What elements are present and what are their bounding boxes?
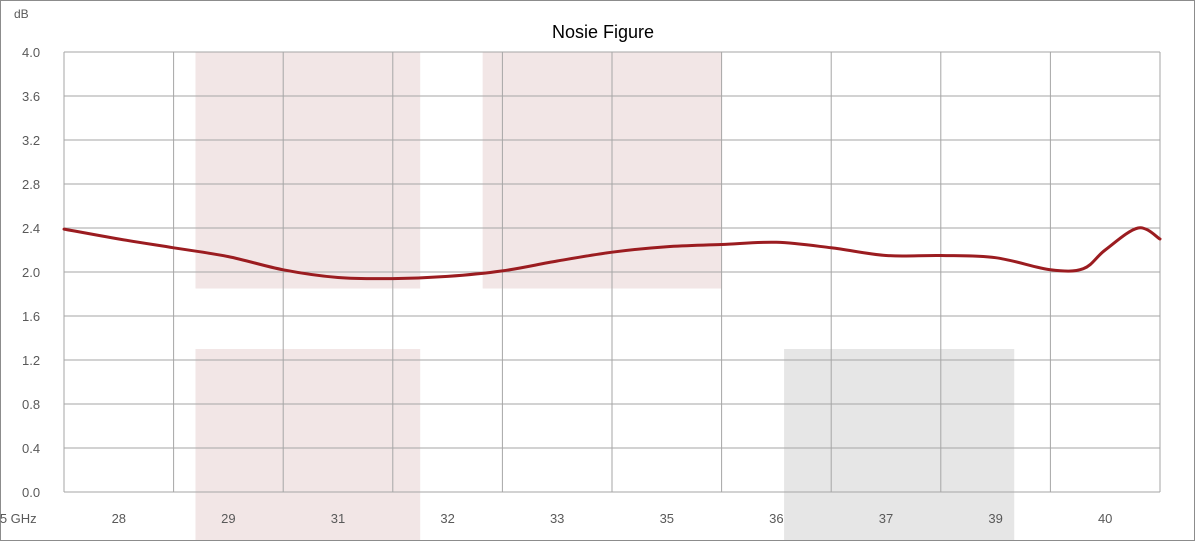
y-tick-label-0: 0.0 <box>22 485 40 500</box>
shaded-band-2 <box>482 52 722 289</box>
x-tick-label-5: 33 <box>550 511 564 526</box>
x-tick-label-2: 29 <box>221 511 235 526</box>
x-tick-label-3: 31 <box>331 511 345 526</box>
y-tick-label-2: 0.8 <box>22 397 40 412</box>
y-tick-label-5: 2.0 <box>22 265 40 280</box>
y-tick-label-10: 4.0 <box>22 45 40 60</box>
y-tick-label-1: 0.4 <box>22 441 40 456</box>
y-tick-label-7: 2.8 <box>22 177 40 192</box>
x-tick-label-8: 37 <box>879 511 893 526</box>
y-tick-labels: 0.0 0.4 0.8 1.2 1.6 2.0 2.4 2.8 3.2 3.6 4.0 <box>22 45 40 500</box>
series-line-1 <box>62 226 1162 281</box>
series-layer <box>62 226 1162 281</box>
shaded-band-4 <box>784 349 1015 540</box>
shaded-band-3 <box>195 349 421 540</box>
y-tick-label-6: 2.4 <box>22 221 40 236</box>
bands-layer <box>195 52 1015 540</box>
x-tick-label-6: 35 <box>660 511 674 526</box>
y-tick-label-8: 3.2 <box>22 133 40 148</box>
grid-layer <box>63 51 1161 493</box>
x-tick-label-7: 36 <box>769 511 783 526</box>
y-tick-label-4: 1.6 <box>22 309 40 324</box>
x-tick-label-4: 32 <box>440 511 454 526</box>
y-tick-label-9: 3.6 <box>22 89 40 104</box>
y-axis-label: dB <box>14 7 29 21</box>
x-tick-label-0: 26.5 GHz <box>0 511 37 526</box>
y-tick-label-3: 1.2 <box>22 353 40 368</box>
chart-title: Nosie Figure <box>552 22 654 42</box>
x-tick-label-10: 40 <box>1098 511 1112 526</box>
shaded-band-1 <box>195 52 421 289</box>
x-tick-label-9: 39 <box>988 511 1002 526</box>
x-tick-labels: 26.5 GHz 28 29 31 32 33 35 36 37 39 40 <box>0 511 1112 526</box>
x-tick-label-1: 28 <box>112 511 126 526</box>
